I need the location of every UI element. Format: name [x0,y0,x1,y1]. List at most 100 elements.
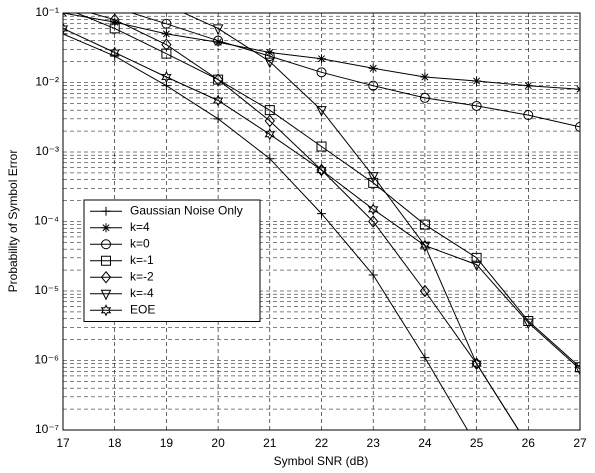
marker [162,2,171,11]
marker [59,0,68,11]
legend-label: k=-2 [130,269,154,283]
marker [63,22,69,35]
marker [316,141,327,152]
marker [368,215,379,228]
x-tick-label: 19 [160,436,174,450]
marker [419,284,431,298]
legend: Gaussian Noise Only k=4 k=0 k=-1 k=-2 k=-4 EOE [83,199,261,322]
legend-label: EOE [130,302,155,316]
y-tick-label: 10⁻⁷ [35,422,59,436]
legend-label: k=-1 [130,253,154,267]
series-line [130,13,580,128]
legend-label: k=4 [130,220,150,234]
legend-label: k=0 [130,236,150,250]
marker [368,63,378,73]
marker [523,316,534,327]
marker [265,154,275,164]
marker [471,100,482,111]
series-line [75,13,580,368]
marker [161,48,172,59]
marker [419,92,430,103]
marker [213,37,223,47]
marker [109,46,120,59]
x-tick-label: 21 [263,436,277,450]
x-tick-label: 17 [56,436,70,450]
marker [265,48,275,58]
series-line [89,13,520,430]
y-tick-label: 10⁻¹ [35,5,59,19]
marker [161,70,172,84]
marker [522,318,534,330]
marker [100,304,112,317]
marker [110,51,120,61]
marker [100,289,112,301]
series-line [182,13,580,370]
marker [471,260,482,272]
legend-label: k=-4 [130,286,154,300]
marker [317,54,326,64]
plot-area [59,0,580,430]
marker [63,13,68,18]
marker [264,114,275,128]
marker [100,270,112,284]
marker [367,203,379,216]
x-tick-label: 22 [315,436,329,450]
marker [574,365,580,376]
marker [161,38,172,51]
marker [213,114,223,124]
legend-label: Gaussian Noise Only [130,203,243,217]
marker [575,121,580,132]
y-tick-label: 10⁻² [35,75,59,89]
marker [213,74,224,85]
marker [161,29,171,39]
marker [575,84,580,94]
marker [264,51,275,62]
marker [316,163,327,177]
marker [420,353,430,363]
marker [264,57,276,69]
y-tick-label: 10⁻³ [35,144,59,158]
marker [212,94,224,107]
marker [213,35,224,46]
marker [101,206,111,216]
marker [523,81,533,91]
marker [472,76,482,86]
y-tick-label: 10⁻⁶ [34,353,59,367]
series-line [63,27,520,430]
marker [471,357,482,370]
marker [523,110,534,121]
marker [419,239,431,252]
marker [101,255,111,266]
marker [161,18,172,29]
marker [101,239,111,250]
y-axis-label: Probability of Symbol Error [6,150,20,293]
x-tick-label: 20 [211,436,225,450]
marker [316,106,327,117]
marker [101,223,111,233]
marker [264,128,276,141]
y-tick-label: 10⁻⁴ [34,214,59,228]
marker [367,172,379,183]
marker [575,362,580,373]
marker [368,270,378,280]
marker [419,241,431,253]
marker [63,29,68,39]
marker [212,73,224,86]
marker [109,13,120,27]
x-tick-label: 23 [367,436,381,450]
marker [368,80,379,91]
marker [264,105,275,116]
x-tick-label: 27 [573,436,587,450]
marker [317,209,326,219]
marker [420,72,430,82]
x-axis-label: Symbol SNR (dB) [274,454,369,468]
x-tick-label: 26 [522,436,536,450]
marker [110,17,120,27]
marker [316,67,327,78]
marker [110,3,119,12]
x-tick-label: 24 [418,436,432,450]
marker [419,219,430,230]
marker [59,3,68,12]
y-tick-label: 10⁻⁵ [34,283,59,297]
